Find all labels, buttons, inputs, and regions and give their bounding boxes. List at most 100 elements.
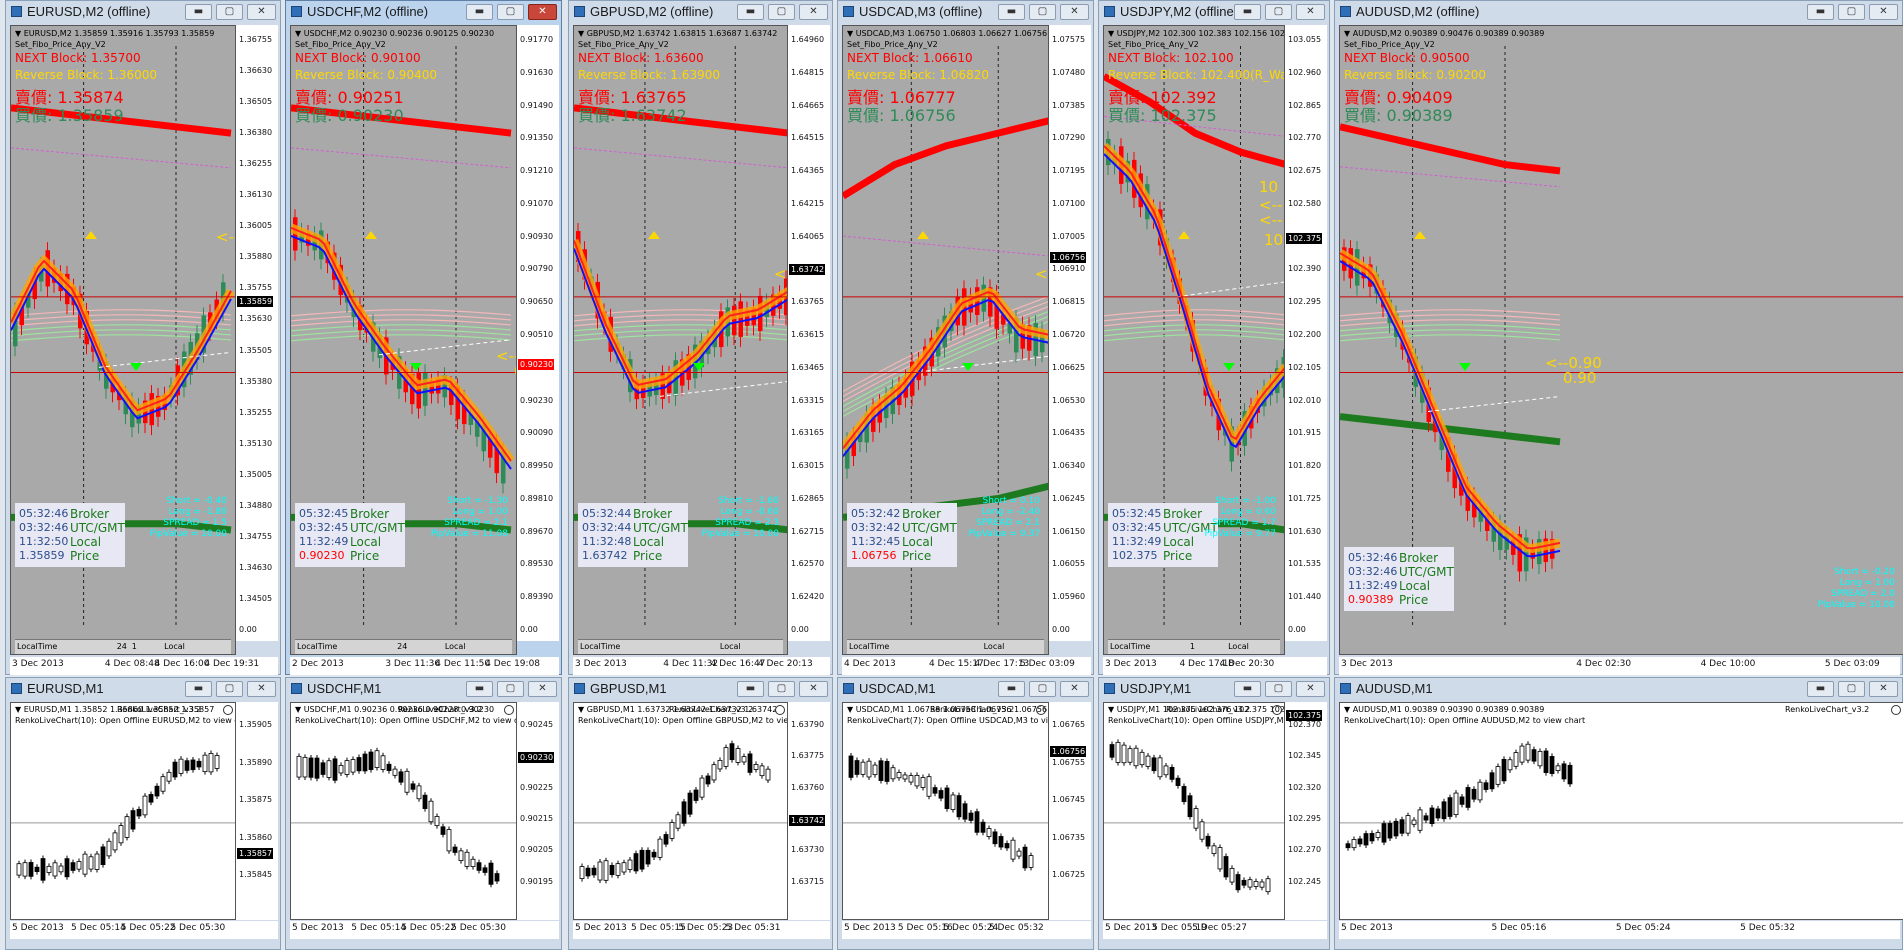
m1-candle-body bbox=[974, 811, 980, 833]
minimize-button[interactable]: ▬ bbox=[466, 4, 493, 20]
chart-window-usdjpy[interactable]: USDJPY,M2 (offline) ▬ ▢ ✕ ▼ USDJPY,M2 102.30… bbox=[1098, 0, 1330, 675]
m1-candle-body bbox=[687, 792, 693, 815]
m1-candle-body bbox=[1525, 743, 1531, 761]
close-button[interactable]: ✕ bbox=[528, 4, 557, 20]
minimize-button[interactable]: ▬ bbox=[1234, 681, 1261, 697]
close-button[interactable]: ✕ bbox=[247, 681, 276, 697]
close-button[interactable]: ✕ bbox=[799, 4, 828, 20]
maximize-button[interactable]: ▢ bbox=[1029, 681, 1056, 697]
chart-plot-area[interactable]: ▼ GBPUSD,M2 1.63742 1.63815 1.63687 1.63… bbox=[573, 25, 788, 655]
close-button[interactable]: ✕ bbox=[528, 681, 557, 697]
window-title-bar[interactable]: EURUSD,M2 (offline) ▬ ▢ ✕ bbox=[6, 1, 280, 23]
window-title-bar[interactable]: USDCAD,M3 (offline) ▬ ▢ ✕ bbox=[838, 1, 1093, 23]
close-button[interactable]: ✕ bbox=[1869, 4, 1898, 20]
window-title-bar[interactable]: GBPUSD,M1 ▬ ▢ ✕ bbox=[569, 678, 832, 700]
m1-window-usdchf[interactable]: USDCHF,M1 ▬ ▢ ✕ ▼ USDCHF,M1 0.90236 0.90236 … bbox=[285, 677, 562, 950]
candle-body bbox=[634, 379, 639, 400]
m1-window-gbpusd[interactable]: GBPUSD,M1 ▬ ▢ ✕ ▼ GBPUSD,M1 1.63732 1.63742 … bbox=[568, 677, 833, 950]
window-title-bar[interactable]: GBPUSD,M2 (offline) ▬ ▢ ✕ bbox=[569, 1, 832, 23]
m1-plot-area[interactable]: ▼ EURUSD,M1 1.35852 1.35860 1.35852 1.35… bbox=[10, 702, 236, 920]
maximize-button[interactable]: ▢ bbox=[1838, 4, 1865, 20]
close-button[interactable]: ✕ bbox=[1296, 681, 1325, 697]
next-block-label: NEXT Block: 1.06610 bbox=[847, 51, 973, 65]
maximize-icon: ▢ bbox=[224, 6, 235, 17]
time-value: 03:32:45 bbox=[1112, 521, 1162, 534]
maximize-button[interactable]: ▢ bbox=[1029, 4, 1056, 20]
fast-ma-red bbox=[11, 259, 232, 412]
maximize-button[interactable]: ▢ bbox=[497, 681, 524, 697]
minimize-button[interactable]: ▬ bbox=[1807, 4, 1834, 20]
maximize-button[interactable]: ▢ bbox=[1265, 681, 1292, 697]
renko-candles-svg bbox=[843, 753, 1048, 871]
chart-window-icon bbox=[291, 683, 302, 694]
chart-plot-area[interactable]: ▼ EURUSD,M2 1.35859 1.35916 1.35793 1.35… bbox=[10, 25, 236, 655]
chart-window-usdchf[interactable]: USDCHF,M2 (offline) ▬ ▢ ✕ ▼ USDCHF,M2 0.9023… bbox=[285, 0, 562, 675]
close-button[interactable]: ✕ bbox=[1060, 681, 1089, 697]
m1-candle-body bbox=[896, 772, 902, 779]
minimize-button[interactable]: ▬ bbox=[185, 681, 212, 697]
m1-plot-area[interactable]: ▼ AUDUSD,M1 0.90389 0.90390 0.90389 0.90… bbox=[1339, 702, 1903, 920]
m1-candle-body bbox=[1381, 823, 1387, 843]
chart-plot-area[interactable]: ▼ USDCHF,M2 0.90230 0.90236 0.90125 0.90… bbox=[290, 25, 517, 655]
m1-plot-area[interactable]: ▼ USDCAD,M1 1.06758 1.06758 1.06756 1.06… bbox=[842, 702, 1049, 920]
level-arrow-label: 0.90 bbox=[1563, 368, 1597, 387]
m1-plot-area[interactable]: ▼ GBPUSD,M1 1.63732 1.63742 1.63732 1.63… bbox=[573, 702, 788, 920]
maximize-button[interactable]: ▢ bbox=[497, 4, 524, 20]
maximize-button[interactable]: ▢ bbox=[216, 4, 243, 20]
chart-window-usdcad[interactable]: USDCAD,M3 (offline) ▬ ▢ ✕ ▼ USDCAD,M3 1.0675… bbox=[837, 0, 1094, 675]
maximize-button[interactable]: ▢ bbox=[768, 681, 795, 697]
candle-body bbox=[1007, 323, 1012, 334]
chart-window-icon bbox=[291, 6, 302, 17]
chart-plot-area[interactable]: ▼ USDCAD,M3 1.06750 1.06803 1.06627 1.06… bbox=[842, 25, 1049, 655]
window-title-bar[interactable]: USDJPY,M2 (offline) ▬ ▢ ✕ bbox=[1099, 1, 1329, 23]
maximize-button[interactable]: ▢ bbox=[768, 4, 795, 20]
minimize-button[interactable]: ▬ bbox=[466, 681, 493, 697]
chart-window-audusd[interactable]: AUDUSD,M2 (offline) ▬ ▢ ✕ ▼ AUDUSD,M2 0.9038… bbox=[1334, 0, 1903, 675]
window-title-bar[interactable]: USDCAD,M1 ▬ ▢ ✕ bbox=[838, 678, 1093, 700]
minimize-button[interactable]: ▬ bbox=[1234, 4, 1261, 20]
m1-candle-body bbox=[1537, 750, 1543, 767]
window-title-bar[interactable]: AUDUSD,M2 (offline) ▬ ▢ ✕ bbox=[1335, 1, 1902, 23]
close-button[interactable]: ✕ bbox=[1296, 4, 1325, 20]
close-button[interactable]: ✕ bbox=[1869, 681, 1898, 697]
time-tick: 4 Dec 17:13 bbox=[974, 659, 1030, 669]
m1-candle-body bbox=[124, 816, 130, 838]
minimize-button[interactable]: ▬ bbox=[998, 681, 1025, 697]
time-tick: 5 Dec 2013 bbox=[1341, 923, 1393, 933]
minimize-button[interactable]: ▬ bbox=[737, 4, 764, 20]
window-title-bar[interactable]: USDCHF,M1 ▬ ▢ ✕ bbox=[286, 678, 561, 700]
minimize-button[interactable]: ▬ bbox=[737, 681, 764, 697]
m1-window-eurusd[interactable]: EURUSD,M1 ▬ ▢ ✕ ▼ EURUSD,M1 1.35852 1.35860 … bbox=[5, 677, 281, 950]
chart-plot-area[interactable]: ▼ AUDUSD,M2 0.90389 0.90476 0.90389 0.90… bbox=[1339, 25, 1903, 655]
close-icon: ✕ bbox=[538, 6, 547, 17]
minimize-button[interactable]: ▬ bbox=[1807, 681, 1834, 697]
m1-window-usdcad[interactable]: USDCAD,M1 ▬ ▢ ✕ ▼ USDCAD,M1 1.06758 1.06758 … bbox=[837, 677, 1094, 950]
close-button[interactable]: ✕ bbox=[1060, 4, 1089, 20]
m1-window-audusd[interactable]: AUDUSD,M1 ▬ ▢ ✕ ▼ AUDUSD,M1 0.90389 0.90390 … bbox=[1334, 677, 1903, 950]
close-button[interactable]: ✕ bbox=[247, 4, 276, 20]
close-button[interactable]: ✕ bbox=[799, 681, 828, 697]
m1-plot-area[interactable]: ▼ USDJPY,M1 102.375 102.376 102.375 102.… bbox=[1103, 702, 1285, 920]
m1-window-usdjpy[interactable]: USDJPY,M1 ▬ ▢ ✕ ▼ USDJPY,M1 102.375 102.376 … bbox=[1098, 677, 1330, 950]
maximize-button[interactable]: ▢ bbox=[1838, 681, 1865, 697]
maximize-button[interactable]: ▢ bbox=[1265, 4, 1292, 20]
fast-ma-blue bbox=[574, 248, 787, 394]
m1-candle-body bbox=[657, 838, 663, 858]
chart-plot-area[interactable]: ▼ USDJPY,M2 102.300 102.383 102.156 102.… bbox=[1103, 25, 1285, 655]
time-axis: 5 Dec 2013 5 Dec 05:19 5 Dec 05:27 bbox=[1103, 921, 1327, 939]
m1-plot-area[interactable]: ▼ USDCHF,M1 0.90236 0.90236 0.90228 0.90… bbox=[290, 702, 517, 920]
window-title-bar[interactable]: USDJPY,M1 ▬ ▢ ✕ bbox=[1099, 678, 1329, 700]
window-title-bar[interactable]: EURUSD,M1 ▬ ▢ ✕ bbox=[6, 678, 280, 700]
window-title-bar[interactable]: AUDUSD,M1 ▬ ▢ ✕ bbox=[1335, 678, 1902, 700]
price-tick: 0.91070 bbox=[520, 198, 554, 208]
minimize-button[interactable]: ▬ bbox=[998, 4, 1025, 20]
minimize-button[interactable]: ▬ bbox=[185, 4, 212, 20]
window-title-bar[interactable]: USDCHF,M2 (offline) ▬ ▢ ✕ bbox=[286, 1, 561, 23]
chart-window-gbpusd[interactable]: GBPUSD,M2 (offline) ▬ ▢ ✕ ▼ GBPUSD,M2 1.6374… bbox=[568, 0, 833, 675]
maximize-button[interactable]: ▢ bbox=[216, 681, 243, 697]
m1-candle-body bbox=[172, 761, 178, 778]
time-tick: 5 Dec 05:16 bbox=[1491, 923, 1547, 933]
chart-window-eurusd[interactable]: EURUSD,M2 (offline) ▬ ▢ ✕ ▼ EURUSD,M2 1.3585… bbox=[5, 0, 281, 675]
time-label: Price bbox=[633, 549, 663, 563]
price-chart-svg bbox=[1340, 46, 1903, 626]
